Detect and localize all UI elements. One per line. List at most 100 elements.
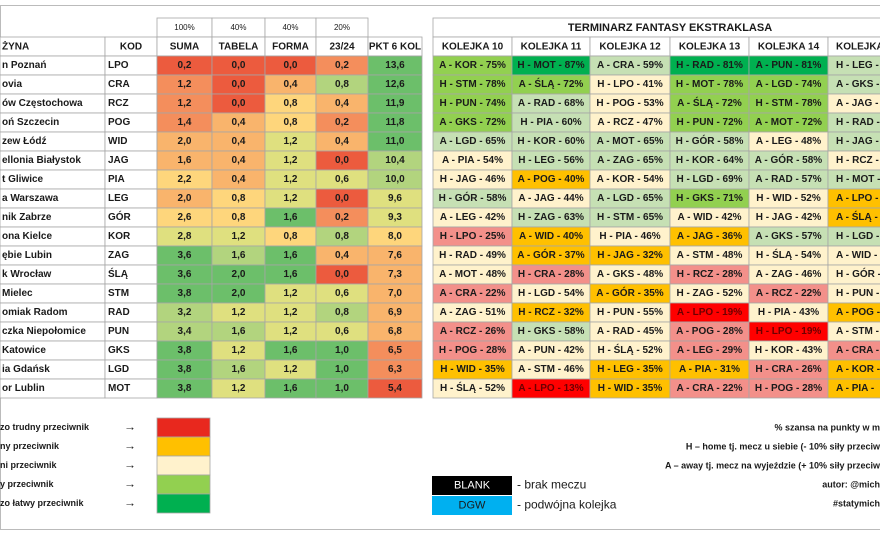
fixture: H - LEG - 6 (836, 60, 880, 71)
column-header: KOLEJKA 10 (442, 42, 504, 53)
team-code: GKS (108, 345, 130, 356)
value: 1,2 (284, 288, 298, 299)
value: 0,6 (335, 288, 349, 299)
value: 11,9 (386, 98, 405, 109)
key-box (432, 476, 512, 495)
value: 9,3 (388, 212, 402, 223)
column-header: SUMA (170, 42, 199, 53)
value: 2,0 (232, 288, 246, 299)
team-code: RAD (108, 307, 130, 318)
value: 2,2 (178, 174, 192, 185)
fixture: A - RCZ - 47% (597, 117, 662, 128)
team-name: ona Kielce (2, 231, 52, 242)
fixture: H - RAD - 81% (676, 60, 743, 71)
fixture: H - LPO - 41% (597, 79, 663, 90)
value: 9,6 (388, 193, 402, 204)
fixture: A - CRA - (836, 345, 879, 356)
fixture: A - WID - (836, 250, 877, 261)
value: 0,4 (335, 98, 349, 109)
fixture: H - CRA - 26% (755, 364, 821, 375)
value: 1,4 (178, 117, 192, 128)
value: 1,2 (178, 79, 192, 90)
fixture: A - ŚLĄ - 72% (519, 77, 584, 90)
fixture: H - PIA - 43% (758, 307, 819, 318)
fixture: H - KOR - 60% (517, 136, 584, 147)
value: 0,6 (335, 174, 349, 185)
value: 3,6 (178, 269, 192, 280)
fixture: H - STM - 78% (755, 98, 821, 109)
note: H – home tj. mecz u siebie (- 10% siły p… (686, 441, 880, 451)
value: 1,2 (232, 307, 246, 318)
value: 3,8 (178, 383, 192, 394)
value: 3,8 (178, 345, 192, 356)
fixture: H - GKS - 58% (518, 326, 585, 337)
legend-swatch (156, 455, 211, 476)
fixture: A - ZAG - 65% (597, 155, 663, 166)
value: 1,6 (232, 364, 246, 375)
team-name: ębie Lubin (2, 250, 52, 261)
value: 1,6 (284, 212, 298, 223)
team-code: STM (108, 288, 129, 299)
fixture: H - STM - 78% (439, 79, 505, 90)
fixture: A - WID - 40% (519, 231, 583, 242)
key-box-label: BLANK (454, 479, 491, 491)
fixture-cell (827, 378, 880, 399)
value: 0,0 (232, 60, 246, 71)
column-header: FORMA (272, 42, 309, 53)
fixture: H - ZAG - 63% (518, 212, 584, 223)
fixture: H - LEG - 56% (518, 155, 584, 166)
value: 0,2 (335, 60, 349, 71)
value: 1,2 (232, 231, 246, 242)
fixture: H - MOT - 78% (676, 79, 743, 90)
team-code: LEG (108, 193, 129, 204)
team-name: Katowice (2, 345, 46, 356)
team-code: LGD (108, 364, 129, 375)
weight-label: 20% (334, 23, 350, 32)
value: 10,0 (385, 174, 405, 185)
note: A – away tj. mecz na wyjeździe (+ 10% si… (665, 460, 880, 470)
legend-arrow: → (124, 477, 136, 491)
fixture: A - PIA - (836, 383, 874, 394)
team-name: n Poznań (2, 60, 46, 71)
fixture: H - KOR - 64% (676, 155, 743, 166)
fixture: A - STM - 46% (518, 364, 584, 375)
key-text: - podwójna kolejka (517, 498, 617, 512)
team-code: RCZ (108, 98, 129, 109)
value: 0,8 (232, 193, 246, 204)
fixture: A - CRA - 22% (440, 288, 506, 299)
team-code: MOT (108, 383, 130, 394)
value: 1,2 (284, 155, 298, 166)
value: 1,2 (178, 98, 192, 109)
note: #statymich (833, 498, 880, 508)
column-header: KOD (120, 42, 142, 53)
value: 13,6 (385, 60, 405, 71)
value: 0,4 (232, 136, 246, 147)
fixture: A - POG - 40% (518, 174, 585, 185)
fixture: A - MOT - 65% (597, 136, 664, 147)
team-name: oń Szczecin (2, 117, 59, 128)
team-name: zew Łódź (2, 136, 46, 147)
fixture: A - STM - (836, 326, 879, 337)
value: 1,6 (232, 250, 246, 261)
team-code: WID (108, 136, 127, 147)
value: 7,6 (388, 250, 402, 261)
fixture: H - WID - 35% (598, 383, 663, 394)
fixture: A - GKS - 48% (597, 269, 663, 280)
legend-swatch (156, 436, 211, 457)
value: 1,2 (232, 383, 246, 394)
fixture: H - GÓR - (836, 267, 880, 280)
value: 1,6 (284, 269, 298, 280)
team-code: PUN (108, 326, 129, 337)
value: 6,3 (388, 364, 402, 375)
fixture: A - LPO - 13% (518, 383, 583, 394)
fixture: A - CRA - 59% (597, 60, 663, 71)
value: 0,4 (335, 250, 349, 261)
value: 6,8 (388, 326, 402, 337)
team-code: CRA (108, 79, 130, 90)
fixture: A - KOR - (836, 364, 880, 375)
legend-arrow: → (124, 420, 136, 434)
team-code: PIA (108, 174, 125, 185)
fixture: H - RAD - 49% (439, 250, 506, 261)
value: 0,8 (232, 212, 246, 223)
